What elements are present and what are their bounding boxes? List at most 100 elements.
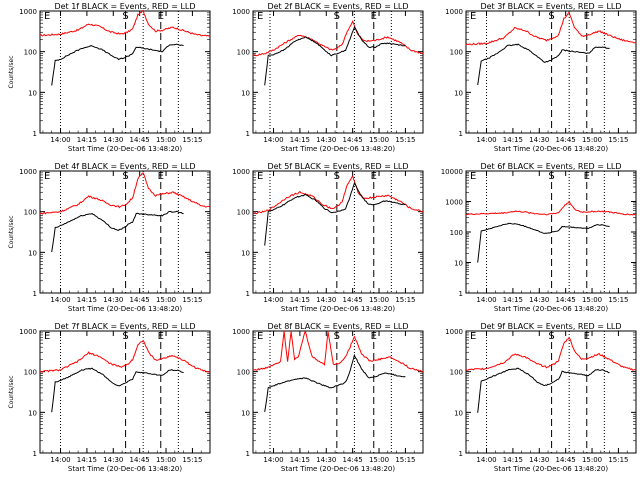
x-tick-label: 15:00 — [582, 136, 602, 144]
x-tick-label: 14:15 — [77, 296, 97, 304]
y-tick-label: 10 — [28, 89, 37, 97]
panel-title: Det 5f BLACK = Events, RED = LLD — [267, 162, 408, 171]
marker-label-e: E — [371, 331, 377, 342]
marker-label-e: E — [44, 11, 50, 22]
y-tick-label: 100 — [237, 209, 250, 217]
y-tick-label: 1 — [459, 290, 463, 298]
panel-det-2: Det 2f BLACK = Events, RED = LLD 1 10 100 10… — [232, 2, 424, 153]
x-tick-label: 15:15 — [608, 296, 628, 304]
y-tick-label: 1 — [246, 130, 250, 138]
events-series-line — [264, 353, 406, 413]
x-tick-label: 14:45 — [343, 296, 363, 304]
y-tick-label: 1000 — [232, 8, 250, 16]
panel-det-9: Det 9f BLACK = Events, RED = LLD 1 10 100 10… — [445, 322, 637, 473]
y-tick-label: 100 — [24, 209, 37, 217]
x-tick-label: 14:00 — [50, 296, 70, 304]
lld-series-line — [252, 329, 424, 373]
x-tick-label: 14:15 — [77, 136, 97, 144]
x-axis-label: Start Time (20-Dec-06 13:48:20) — [68, 305, 182, 313]
y-tick-label: 1000 — [445, 8, 463, 16]
marker-label-s: S — [122, 171, 128, 182]
x-tick-label: 14:00 — [476, 136, 496, 144]
x-tick-label: 15:15 — [182, 296, 202, 304]
x-axis-label: Start Time (20-Dec-06 13:48:20) — [68, 465, 182, 473]
y-tick-label: 10 — [28, 249, 37, 257]
events-series-line — [264, 182, 406, 246]
y-tick-label: 1 — [459, 130, 463, 138]
y-tick-label: 10 — [241, 249, 250, 257]
marker-label-e: E — [371, 11, 377, 22]
x-tick-label: 15:00 — [582, 456, 602, 464]
y-tick-label: 10 — [454, 409, 463, 417]
y-tick-label: 100 — [24, 369, 37, 377]
marker-label-e: E — [158, 331, 164, 342]
y-tick-label: 10 — [28, 409, 37, 417]
x-tick-label: 14:45 — [556, 456, 576, 464]
x-tick-label: 14:00 — [263, 456, 283, 464]
lld-series-line — [39, 9, 211, 37]
x-tick-label: 14:45 — [130, 296, 150, 304]
x-tick-label: 14:00 — [476, 296, 496, 304]
plot-frame — [252, 10, 424, 134]
lld-series-line — [39, 172, 211, 215]
x-tick-label: 14:15 — [290, 136, 310, 144]
panel-title: Det 4f BLACK = Events, RED = LLD — [54, 162, 195, 171]
events-series-line — [51, 367, 184, 413]
lld-series-line — [465, 11, 637, 46]
events-series-line — [477, 222, 610, 263]
x-tick-label: 14:30 — [529, 136, 549, 144]
marker-label-e: E — [371, 171, 377, 182]
panel-title: Det 1f BLACK = Events, RED = LLD — [54, 2, 195, 11]
x-tick-label: 15:15 — [395, 456, 415, 464]
marker-label-e: E — [44, 331, 50, 342]
events-series-line — [477, 367, 610, 413]
y-tick-label: 1000 — [445, 199, 463, 207]
x-tick-label: 14:30 — [103, 456, 123, 464]
panel-title: Det 6f BLACK = Events, RED = LLD — [480, 162, 621, 171]
x-axis-label: Start Time (20-Dec-06 13:48:20) — [494, 305, 608, 313]
marker-label-e: E — [257, 331, 263, 342]
x-tick-label: 14:00 — [50, 456, 70, 464]
x-tick-label: 15:00 — [582, 296, 602, 304]
marker-label-s: S — [548, 331, 554, 342]
events-series-line — [477, 43, 610, 86]
panel-title: Det 2f BLACK = Events, RED = LLD — [267, 2, 408, 11]
x-tick-label: 14:45 — [556, 136, 576, 144]
panel-det-1: Det 1f BLACK = Events, RED = LLD 1 10 100 10… — [8, 2, 211, 153]
marker-label-e: E — [584, 11, 590, 22]
y-axis-label: Counts/sec — [8, 375, 15, 408]
y-tick-label: 1 — [33, 130, 37, 138]
x-tick-label: 15:00 — [156, 456, 176, 464]
x-tick-label: 15:00 — [156, 296, 176, 304]
x-tick-label: 14:30 — [529, 456, 549, 464]
x-tick-label: 14:00 — [476, 456, 496, 464]
y-tick-label: 1000 — [19, 168, 37, 176]
lld-series-line — [252, 175, 424, 215]
panel-title: Det 3f BLACK = Events, RED = LLD — [480, 2, 621, 11]
y-tick-label: 1 — [33, 290, 37, 298]
x-tick-label: 15:00 — [156, 136, 176, 144]
x-tick-label: 15:15 — [608, 456, 628, 464]
plot-frame — [39, 10, 211, 134]
y-tick-label: 100 — [450, 369, 463, 377]
marker-label-s: S — [122, 11, 128, 22]
x-tick-label: 14:30 — [103, 136, 123, 144]
events-series-line — [51, 43, 184, 86]
y-axis-label: Counts/sec — [8, 215, 15, 248]
x-axis-label: Start Time (20-Dec-06 13:48:20) — [281, 465, 395, 473]
plot-frame — [465, 10, 637, 134]
plot-frame — [39, 170, 211, 294]
marker-label-e: E — [158, 171, 164, 182]
x-tick-label: 14:30 — [103, 296, 123, 304]
x-tick-label: 14:45 — [343, 456, 363, 464]
events-series-line — [51, 210, 184, 253]
panel-det-3: Det 3f BLACK = Events, RED = LLD 1 10 100 10… — [445, 2, 637, 153]
lld-series-line — [39, 339, 211, 373]
marker-label-e: E — [584, 171, 590, 182]
y-tick-label: 100 — [450, 49, 463, 57]
x-tick-label: 14:00 — [50, 136, 70, 144]
x-tick-label: 15:00 — [369, 296, 389, 304]
lld-series-line — [465, 337, 637, 371]
x-tick-label: 14:30 — [316, 296, 336, 304]
x-tick-label: 15:15 — [182, 456, 202, 464]
